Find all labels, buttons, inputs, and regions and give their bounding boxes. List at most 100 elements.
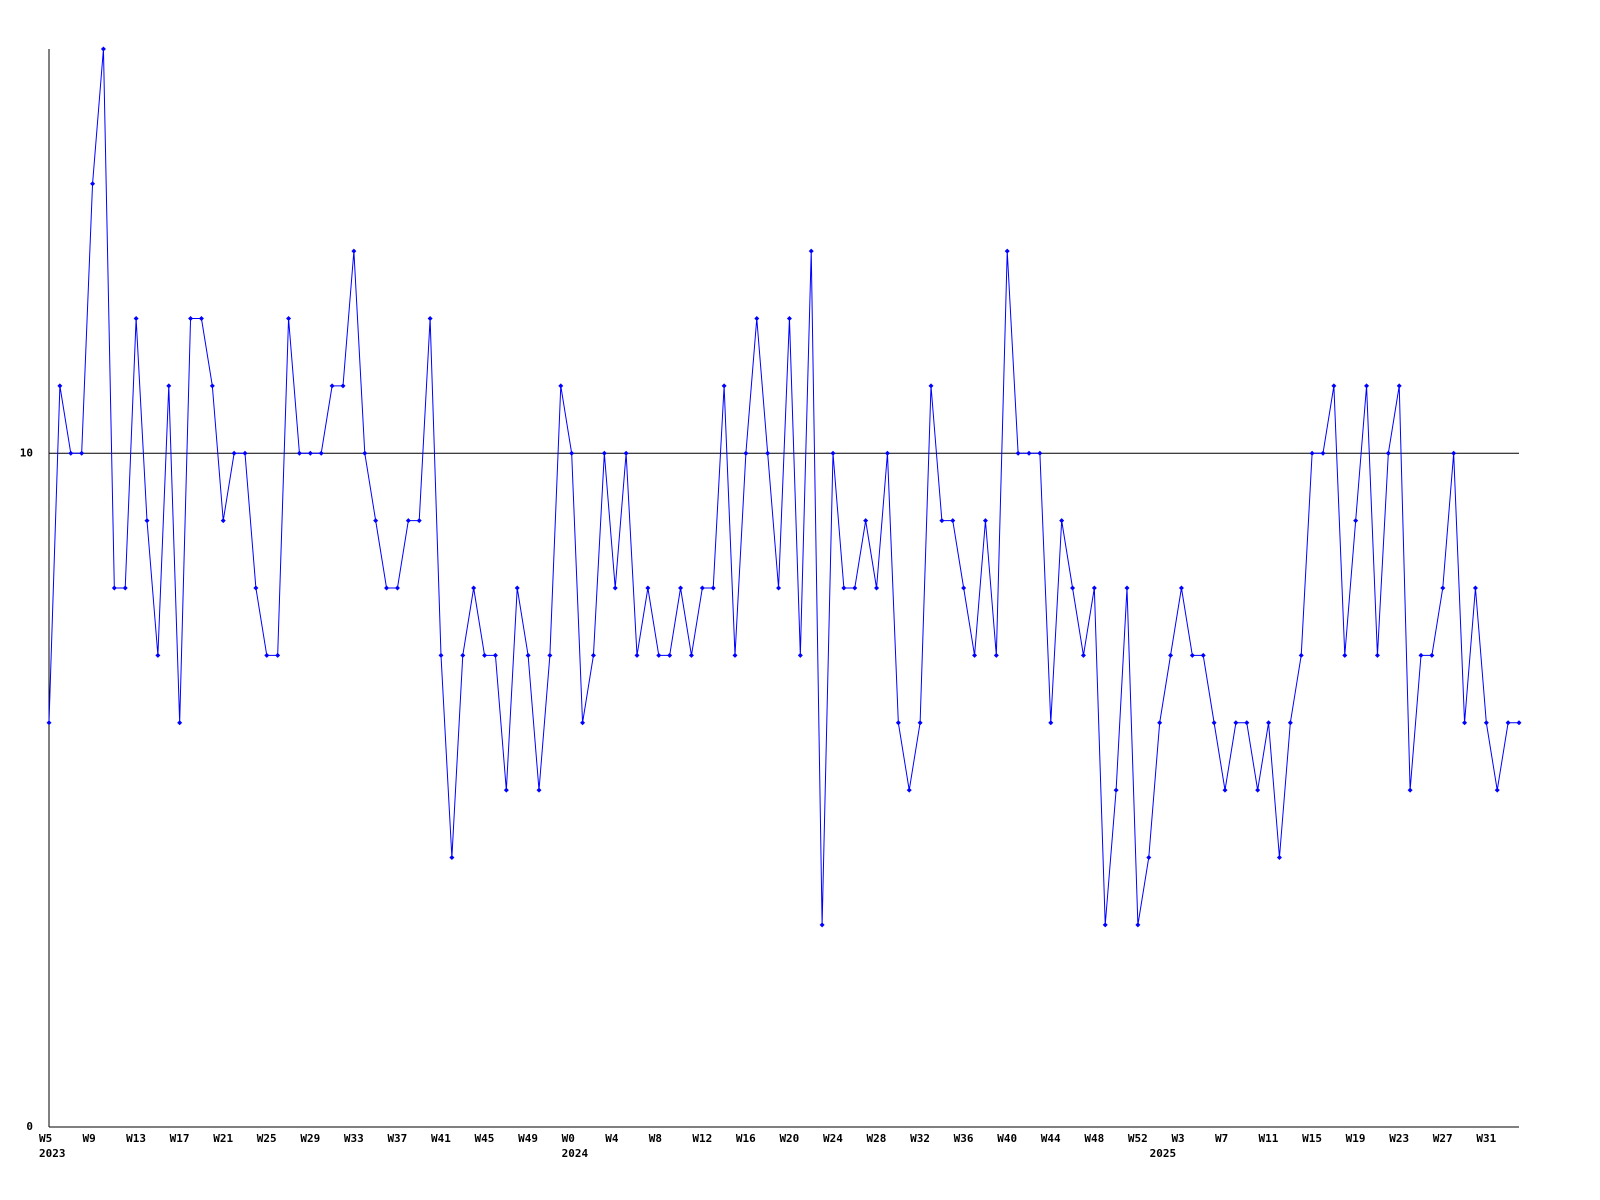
marker bbox=[166, 383, 172, 389]
marker bbox=[1407, 787, 1413, 793]
marker bbox=[1255, 787, 1261, 793]
marker bbox=[122, 585, 128, 591]
y-tick-label: 10 bbox=[20, 446, 33, 459]
x-tick-label: W25 bbox=[257, 1132, 277, 1145]
marker bbox=[982, 518, 988, 524]
marker bbox=[1418, 652, 1424, 658]
line bbox=[48, 48, 1519, 925]
marker bbox=[351, 248, 357, 254]
marker bbox=[1080, 652, 1086, 658]
marker bbox=[1157, 720, 1163, 726]
x-tick-label: W52 bbox=[1128, 1132, 1148, 1145]
marker bbox=[754, 316, 760, 321]
marker bbox=[961, 585, 967, 591]
marker bbox=[1494, 787, 1500, 793]
marker bbox=[797, 652, 803, 658]
marker bbox=[1266, 720, 1272, 726]
x-tick-label: W3 bbox=[1171, 1132, 1184, 1145]
marker bbox=[699, 585, 705, 591]
marker bbox=[601, 450, 607, 456]
marker bbox=[1364, 383, 1370, 389]
x-tick-label: W7 bbox=[1215, 1132, 1228, 1145]
y-tick-label: 0 bbox=[26, 1120, 33, 1133]
x-tick-label: W40 bbox=[997, 1132, 1017, 1145]
x-tick-label: W41 bbox=[431, 1132, 451, 1145]
x-tick-label: W44 bbox=[1041, 1132, 1061, 1145]
x-tick-label: W49 bbox=[518, 1132, 538, 1145]
x-tick-label: W45 bbox=[475, 1132, 495, 1145]
marker bbox=[405, 518, 411, 524]
marker bbox=[863, 518, 869, 524]
marker bbox=[623, 450, 629, 456]
marker bbox=[253, 585, 259, 591]
marker bbox=[438, 652, 444, 658]
marker bbox=[503, 787, 509, 793]
marker bbox=[895, 720, 901, 726]
marker bbox=[1222, 787, 1228, 793]
marker bbox=[972, 652, 978, 658]
marker bbox=[1516, 720, 1522, 726]
marker bbox=[133, 316, 139, 321]
marker bbox=[765, 450, 771, 456]
marker bbox=[1396, 383, 1402, 389]
marker bbox=[220, 518, 226, 524]
x-tick-label: W15 bbox=[1302, 1132, 1322, 1145]
x-tick-label: W0 bbox=[562, 1132, 575, 1145]
marker bbox=[656, 652, 662, 658]
marker bbox=[231, 450, 237, 456]
marker bbox=[471, 585, 477, 591]
marker bbox=[144, 518, 150, 524]
marker bbox=[1342, 652, 1348, 658]
marker bbox=[307, 450, 313, 456]
marker bbox=[1102, 922, 1108, 928]
marker bbox=[177, 720, 183, 726]
marker bbox=[525, 652, 531, 658]
marker bbox=[1135, 922, 1141, 928]
marker bbox=[242, 450, 248, 456]
marker bbox=[373, 518, 379, 524]
x-tick-label: W5 bbox=[39, 1132, 52, 1145]
marker bbox=[384, 585, 390, 591]
marker bbox=[1331, 383, 1337, 389]
marker bbox=[874, 585, 880, 591]
x-tick-label: W16 bbox=[736, 1132, 756, 1145]
marker bbox=[198, 316, 204, 321]
marker bbox=[808, 248, 814, 254]
marker bbox=[362, 450, 368, 456]
marker bbox=[569, 450, 575, 456]
marker bbox=[460, 652, 466, 658]
marker bbox=[1385, 450, 1391, 456]
x-tick-label: W28 bbox=[867, 1132, 887, 1145]
marker bbox=[917, 720, 923, 726]
marker bbox=[1244, 720, 1250, 726]
marker bbox=[286, 316, 292, 321]
marker bbox=[645, 585, 651, 591]
marker bbox=[318, 450, 324, 456]
marker bbox=[514, 585, 520, 591]
marker bbox=[1429, 652, 1435, 658]
marker bbox=[1462, 720, 1468, 726]
marker bbox=[1320, 450, 1326, 456]
marker bbox=[743, 450, 749, 456]
marker bbox=[1189, 652, 1195, 658]
marker bbox=[1233, 720, 1239, 726]
marker bbox=[678, 585, 684, 591]
marker bbox=[449, 855, 455, 860]
marker bbox=[939, 518, 945, 524]
marker bbox=[1200, 652, 1206, 658]
marker bbox=[819, 922, 825, 928]
x-tick-label: W17 bbox=[170, 1132, 190, 1145]
x-tick-label: W23 bbox=[1389, 1132, 1409, 1145]
marker bbox=[1276, 855, 1282, 860]
x-tick-label: W33 bbox=[344, 1132, 364, 1145]
marker bbox=[492, 652, 498, 658]
x-group-label: 2023 bbox=[39, 1147, 66, 1160]
marker bbox=[1472, 585, 1478, 591]
x-tick-label: W11 bbox=[1259, 1132, 1279, 1145]
x-tick-label: W9 bbox=[83, 1132, 96, 1145]
x-tick-label: W36 bbox=[954, 1132, 974, 1145]
marker bbox=[188, 316, 194, 321]
marker bbox=[1287, 720, 1293, 726]
x-tick-label: W20 bbox=[779, 1132, 799, 1145]
marker bbox=[1048, 720, 1054, 726]
